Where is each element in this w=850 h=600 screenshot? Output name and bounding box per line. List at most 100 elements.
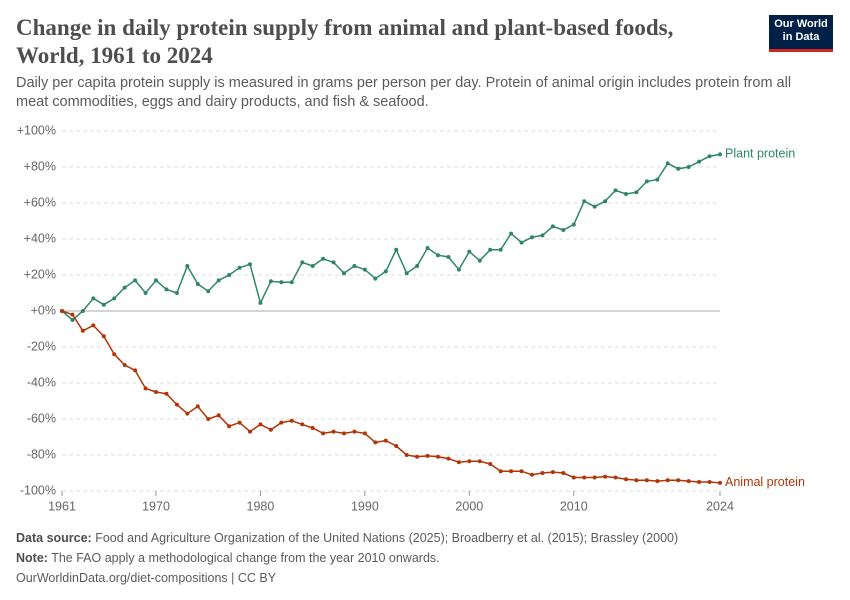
footer: Data source: Food and Agriculture Organi… [16,528,678,588]
point [310,264,315,268]
y-tick-label: +40% [24,231,56,245]
point [404,271,409,276]
point [550,224,555,229]
chart-title: Change in daily protein supply from anim… [16,15,674,68]
note: Note: The FAO apply a methodological cha… [16,548,678,568]
point [477,258,482,263]
point [686,479,691,484]
point [436,253,440,258]
point [519,240,524,245]
point [133,368,138,373]
point [206,417,211,421]
point [70,318,75,322]
point [383,269,388,274]
y-tick-label: +60% [24,195,56,209]
logo[interactable]: Our World in Data [769,15,833,52]
point [509,469,514,474]
point [446,456,451,461]
point [122,363,127,367]
point [425,453,430,458]
x-tick-label: 2010 [560,499,588,513]
point [498,469,503,474]
point [686,165,691,169]
point [488,247,493,252]
point [122,285,127,290]
series-label: Animal protein [725,475,805,489]
point [331,260,336,265]
x-tick-label: 1990 [351,499,379,513]
point [300,422,305,427]
series-label: Plant protein [725,147,795,161]
point [91,323,96,328]
series-line [61,310,721,484]
point [237,265,242,270]
point [227,424,232,429]
point [112,352,117,357]
point [613,475,618,480]
y-tick-label: -80% [27,447,56,461]
point [248,429,252,434]
point [456,460,461,465]
point [488,462,493,466]
point [655,479,660,484]
point [383,438,388,443]
point [195,404,200,409]
point [665,161,670,166]
point [143,386,148,391]
point [707,154,712,159]
point [289,280,294,285]
point [697,159,702,164]
point [561,471,566,475]
point [342,431,346,436]
point [258,422,263,427]
source-label: Data source: [16,531,92,545]
point [498,247,503,252]
x-tick-label: 1980 [247,499,275,513]
point [676,478,681,483]
point [436,454,440,459]
point [248,262,252,267]
point [519,469,524,474]
point [352,264,357,268]
point [195,282,200,286]
point [164,391,169,396]
point [665,478,670,483]
point [592,475,597,480]
note-label: Note: [16,551,48,565]
point [154,278,158,283]
point [477,459,482,464]
url[interactable]: OurWorldinData.org/diet-compositions | C… [16,571,277,585]
point [707,480,712,484]
point [101,302,106,307]
point [60,309,64,313]
point [582,475,587,480]
point [331,429,336,434]
source-text: Food and Agriculture Organization of the… [95,531,679,545]
point [154,390,158,394]
point [80,309,85,313]
point [206,289,211,294]
point [268,427,273,432]
point [655,177,660,182]
point [425,246,430,250]
point [561,228,566,232]
point [467,249,472,254]
point [216,278,221,283]
source: Data source: Food and Agriculture Organi… [16,528,678,548]
point [530,472,534,477]
point [592,204,597,209]
point [174,402,179,407]
x-tick-label: 1961 [48,499,76,513]
point [310,426,315,430]
point [70,312,75,317]
point [216,413,221,418]
point [613,188,618,193]
point [279,280,284,285]
y-tick-label: -40% [27,375,56,389]
point [279,420,284,425]
point [373,276,378,281]
x-tick-label: 1970 [142,499,170,513]
point [289,418,294,423]
series-line [61,153,721,321]
point [321,431,326,436]
